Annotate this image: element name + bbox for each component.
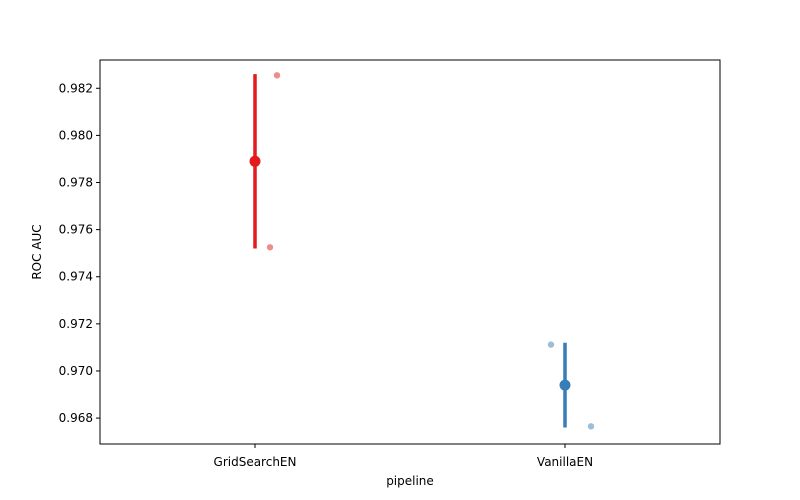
y-tick-label: 0.976	[59, 223, 93, 237]
y-tick-label: 0.978	[59, 176, 93, 190]
x-tick-label: VanillaEN	[537, 455, 593, 469]
strip-point	[547, 341, 555, 348]
y-tick-label: 0.968	[59, 411, 93, 425]
y-tick-label: 0.982	[59, 81, 93, 95]
plot-area	[249, 72, 595, 430]
x-axis: GridSearchEN VanillaEN	[214, 444, 593, 469]
strip-point	[273, 72, 281, 79]
y-tick-label: 0.972	[59, 317, 93, 331]
y-tick-label: 0.980	[59, 128, 93, 142]
plot-frame	[99, 59, 721, 445]
mean-point	[249, 155, 261, 167]
y-axis: 0.968 0.970 0.972 0.974 0.976 0.978 0.980 0.982	[59, 81, 100, 425]
y-tick-label: 0.974	[59, 270, 93, 284]
strip-point	[587, 423, 595, 430]
x-axis-label: pipeline	[386, 474, 434, 488]
y-axis-label: ROC AUC	[30, 224, 44, 279]
x-tick-label: GridSearchEN	[214, 455, 297, 469]
y-tick-label: 0.970	[59, 364, 93, 378]
mean-point	[559, 379, 571, 391]
strip-point	[266, 244, 274, 251]
